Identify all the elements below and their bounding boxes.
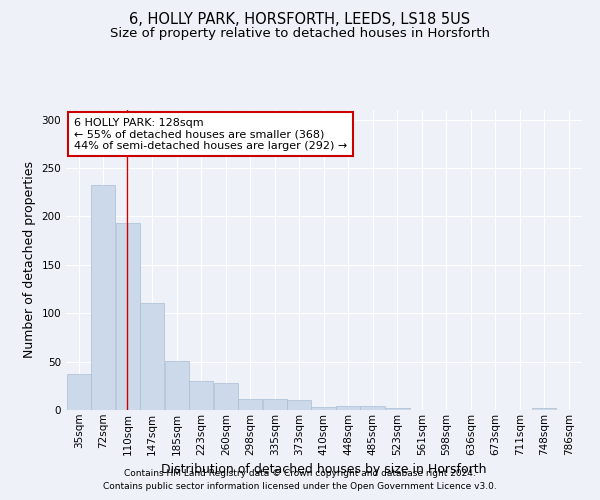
Bar — [91, 186, 115, 410]
Bar — [336, 406, 360, 410]
Bar — [311, 407, 336, 410]
Text: Size of property relative to detached houses in Horsforth: Size of property relative to detached ho… — [110, 28, 490, 40]
Text: Contains HM Land Registry data © Crown copyright and database right 2024.: Contains HM Land Registry data © Crown c… — [124, 468, 476, 477]
Bar — [190, 381, 213, 410]
Bar — [116, 223, 140, 410]
Bar — [140, 302, 164, 410]
Bar — [164, 360, 189, 410]
Text: Contains public sector information licensed under the Open Government Licence v3: Contains public sector information licen… — [103, 482, 497, 491]
Bar — [385, 408, 410, 410]
Bar — [361, 406, 385, 410]
Bar — [214, 383, 238, 410]
Bar — [532, 408, 556, 410]
Bar — [67, 374, 91, 410]
Text: 6, HOLLY PARK, HORSFORTH, LEEDS, LS18 5US: 6, HOLLY PARK, HORSFORTH, LEEDS, LS18 5U… — [130, 12, 470, 28]
Bar — [238, 400, 262, 410]
Bar — [263, 400, 287, 410]
X-axis label: Distribution of detached houses by size in Horsforth: Distribution of detached houses by size … — [161, 463, 487, 476]
Bar — [287, 400, 311, 410]
Text: 6 HOLLY PARK: 128sqm
← 55% of detached houses are smaller (368)
44% of semi-deta: 6 HOLLY PARK: 128sqm ← 55% of detached h… — [74, 118, 347, 150]
Y-axis label: Number of detached properties: Number of detached properties — [23, 162, 36, 358]
